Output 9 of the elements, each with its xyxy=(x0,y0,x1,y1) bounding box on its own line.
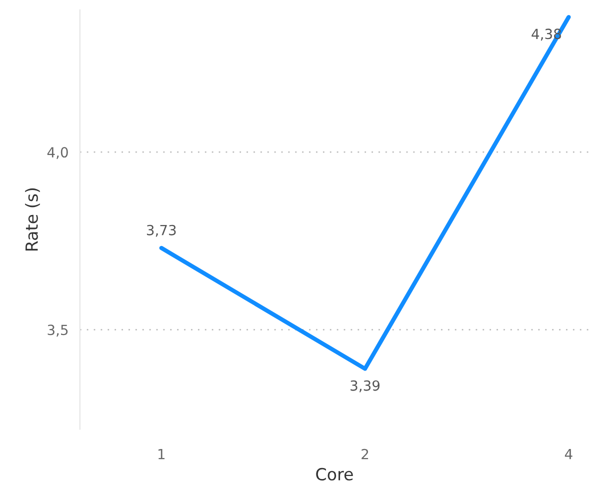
data-label: 3,73 xyxy=(146,224,176,237)
x-tick-label: 1 xyxy=(158,449,165,460)
y-tick-label: 4,0 xyxy=(47,147,68,159)
x-tick-label: 2 xyxy=(362,448,368,460)
data-label: 3,39 xyxy=(350,380,380,392)
x-axis-title: Core xyxy=(316,468,353,480)
y-tick-label: 3,5 xyxy=(48,324,68,337)
y-axis-title: Rate (s) xyxy=(25,188,40,251)
x-tick-label: 4 xyxy=(564,449,572,460)
